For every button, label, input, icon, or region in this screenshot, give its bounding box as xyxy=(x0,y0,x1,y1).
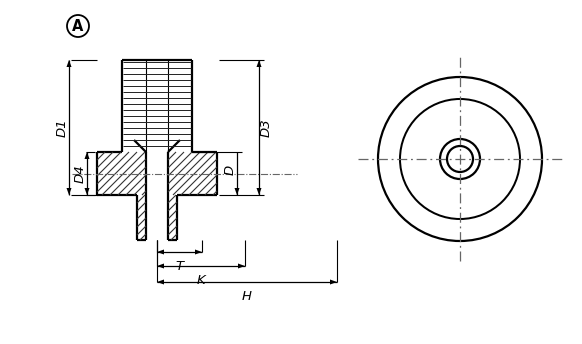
Polygon shape xyxy=(257,188,261,195)
Text: D: D xyxy=(223,164,236,175)
Polygon shape xyxy=(66,188,72,195)
Text: T: T xyxy=(175,260,183,273)
Text: K: K xyxy=(197,274,205,287)
Polygon shape xyxy=(195,249,202,255)
Polygon shape xyxy=(157,264,164,269)
Text: H: H xyxy=(242,290,252,303)
Polygon shape xyxy=(84,188,90,195)
Text: D3: D3 xyxy=(260,118,272,137)
Polygon shape xyxy=(330,279,337,284)
Polygon shape xyxy=(66,60,72,67)
Text: D4: D4 xyxy=(73,164,87,183)
Polygon shape xyxy=(84,152,90,159)
Polygon shape xyxy=(235,188,240,195)
Polygon shape xyxy=(157,249,164,255)
Text: D1: D1 xyxy=(55,118,69,137)
Polygon shape xyxy=(157,279,164,284)
Text: A: A xyxy=(72,19,84,33)
Polygon shape xyxy=(238,264,245,269)
Polygon shape xyxy=(257,60,261,67)
